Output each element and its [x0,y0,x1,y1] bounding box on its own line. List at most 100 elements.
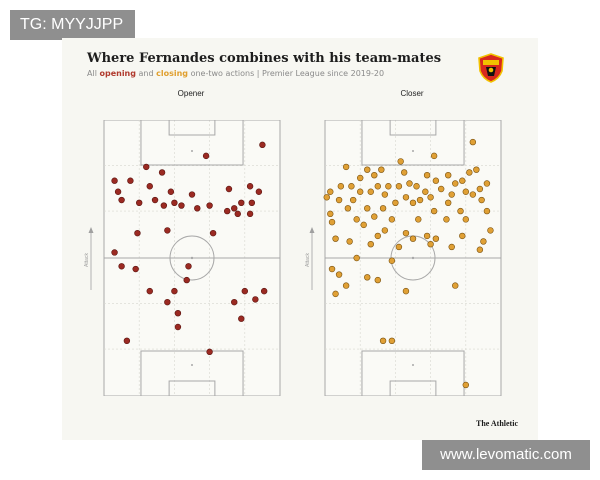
closer-point [483,207,491,215]
closer-point [367,240,374,248]
watermark-right: www.levomatic.com [422,440,590,470]
closer-point [402,194,410,201]
closer-point [397,158,404,165]
closer-point [379,205,387,212]
closer-point [427,240,434,248]
centre-spot [190,256,194,260]
attack-axis-label: Attack [305,253,311,267]
opener-point [183,276,190,284]
opener-point [174,323,182,331]
subtitle-opening-word: opening [99,69,136,78]
opener-point [206,348,213,356]
attack-axis-label: Attack [84,253,90,267]
closer-point [335,196,343,204]
closer-point [335,271,343,278]
opener-point [118,263,125,270]
opener-point [164,298,171,306]
closer-point [388,257,396,264]
attack-arrow-icon [309,227,315,233]
closer-point [328,218,336,226]
opener-point [167,188,175,195]
opener-point [160,202,168,209]
closer-point [400,169,408,176]
closer-point [348,183,355,190]
opener-pitch: Attack [84,120,281,396]
closer-point [409,199,417,207]
closer-point [323,194,330,201]
opener-point [234,210,241,218]
closer-point [416,196,424,204]
opener-point [224,207,231,215]
publisher-logo: The Athletic [476,419,518,428]
opener-point [246,210,254,218]
opener-point [246,183,254,190]
opener-point [188,191,196,198]
closer-point [349,196,357,204]
opener-point [231,205,238,212]
bottom-penalty-spot [412,364,414,366]
closer-point [469,138,477,146]
closer-point [360,221,367,229]
closer-point [388,216,396,223]
opener-point [206,202,213,209]
closer-point [402,287,410,295]
opener-point [259,141,266,149]
bottom-penalty-spot [191,364,193,366]
opener-point [151,196,159,204]
opener-point [252,296,259,303]
closer-point [374,183,382,190]
opener-point [171,199,178,207]
closer-point [374,232,382,240]
closer-point [346,238,353,245]
opener-point [111,249,118,256]
manchester-united-crest-icon [478,53,504,83]
closer-point [371,213,378,220]
opener-panel-title: Opener [177,89,205,98]
closer-point [392,199,399,207]
closer-point [344,205,352,212]
opener-point [118,196,125,204]
top-penalty-spot [191,150,193,152]
closer-point [469,191,477,198]
closer-point [462,381,470,389]
opener-point [231,298,238,306]
closer-point [473,166,480,173]
opener-point [260,287,268,295]
closer-point [445,171,452,179]
closer-point [462,216,470,223]
closer-point [423,232,431,240]
top-penalty-spot [412,150,414,152]
opener-point [114,188,122,195]
closer-point [381,191,389,198]
closer-point [443,216,450,223]
closer-point [332,235,339,242]
closer-point [445,199,452,207]
opener-point [158,169,166,176]
closer-point [478,196,485,204]
opener-point [255,188,263,195]
closer-point [388,337,396,345]
opener-point [225,185,233,193]
bottom-six-yard-box [168,380,216,396]
closer-pitch: Attack [305,120,502,396]
closer-point [427,194,434,201]
closer-point [364,166,371,173]
closer-point [364,274,371,281]
bottom-penalty-area [361,350,465,396]
closer-point [476,246,484,253]
closer-point [430,152,438,160]
top-six-yard-box [168,120,216,136]
closer-point [422,188,429,195]
closer-point [356,188,364,195]
closer-point [452,282,459,289]
opener-point [146,183,153,190]
closer-point [337,183,345,190]
subtitle-suffix: one-two actions | Premier League since 2… [188,69,385,78]
closer-point [459,232,466,240]
closer-point [342,163,350,171]
opener-point [248,199,256,207]
closer-point [371,171,378,179]
top-penalty-area [140,120,244,166]
closer-point [356,174,364,182]
closer-point [480,238,487,245]
